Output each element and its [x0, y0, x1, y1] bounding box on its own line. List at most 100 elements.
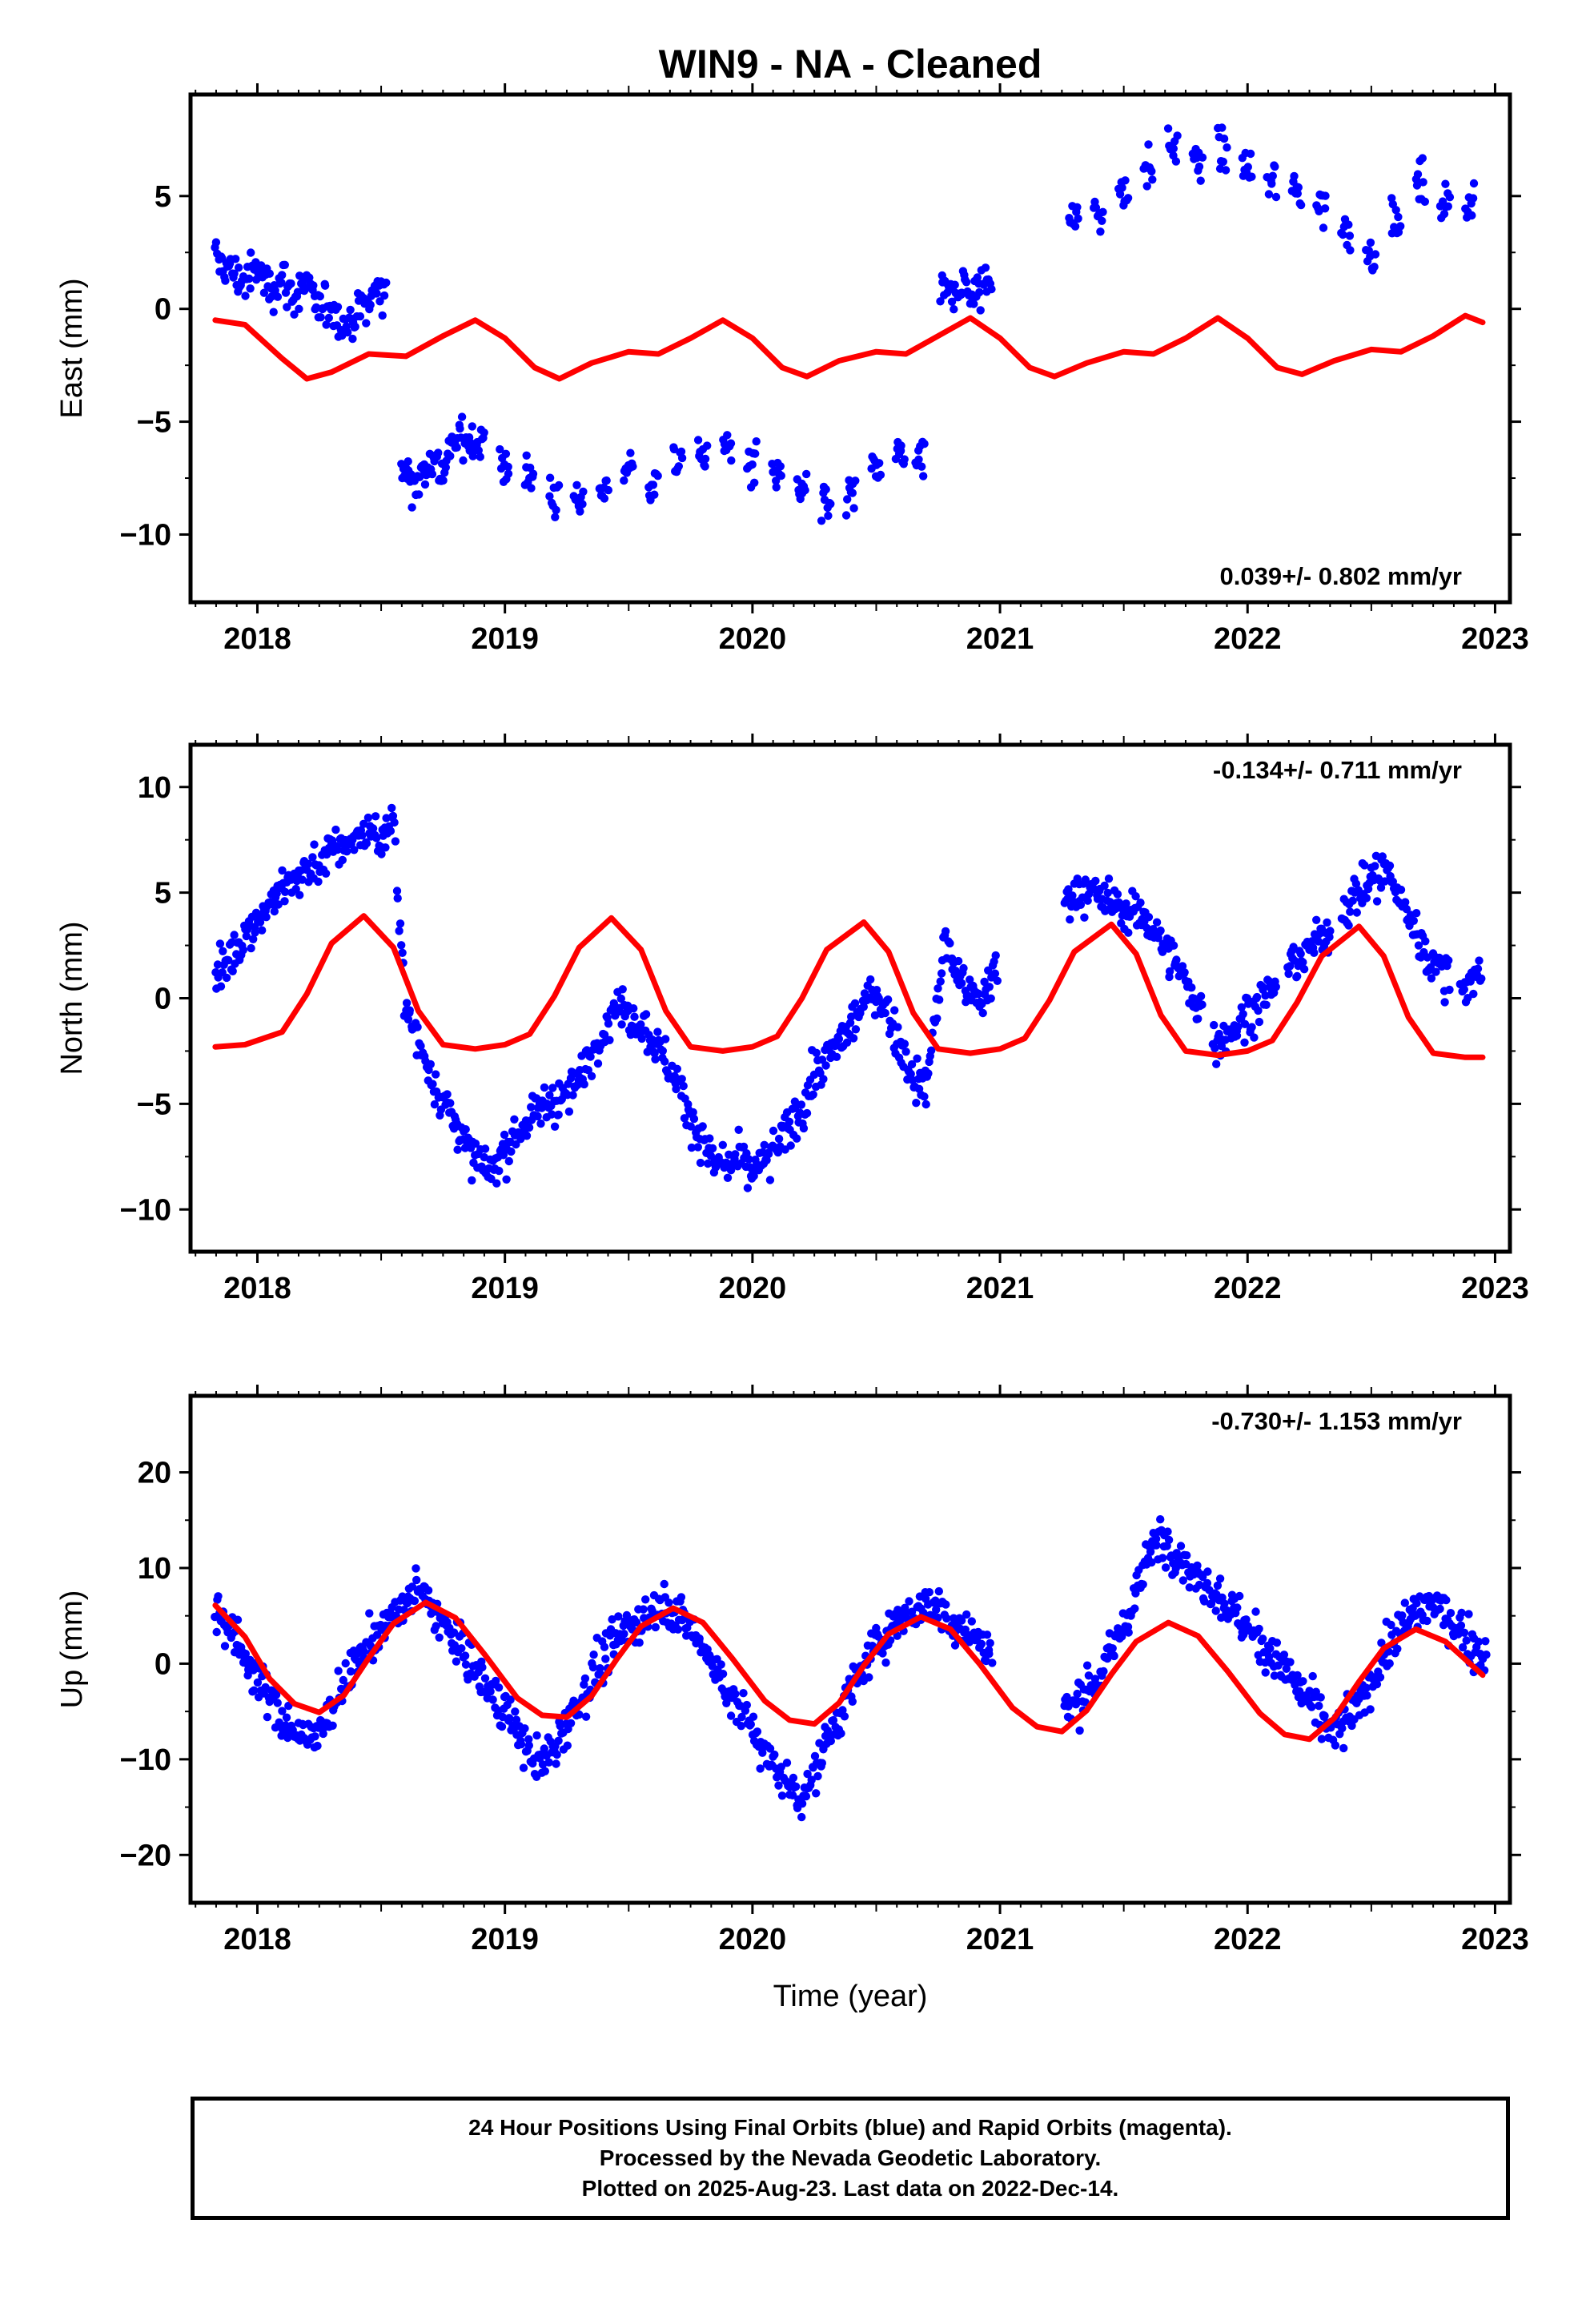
data-point: [524, 1735, 533, 1743]
data-point: [368, 824, 378, 833]
data-point: [1158, 1554, 1167, 1562]
data-point: [851, 476, 860, 485]
data-point: [362, 838, 371, 848]
data-point: [1296, 949, 1305, 959]
y-tick-label: 5: [155, 877, 171, 911]
data-point: [1366, 238, 1375, 247]
data-point: [430, 1100, 440, 1109]
data-point: [772, 476, 781, 485]
data-point: [1211, 1043, 1219, 1053]
data-point: [321, 869, 331, 879]
data-point: [1110, 1651, 1118, 1661]
data-point: [665, 1598, 673, 1607]
data-point: [371, 812, 380, 821]
data-point: [821, 485, 830, 494]
data-point: [1156, 1515, 1165, 1524]
data-point: [1351, 879, 1361, 888]
model-curve: [212, 312, 1486, 382]
data-point: [219, 947, 227, 956]
data-point: [937, 969, 946, 978]
data-point: [1180, 968, 1189, 977]
data-point: [273, 1699, 282, 1707]
data-point: [1081, 875, 1090, 884]
data-point: [1378, 852, 1387, 861]
data-point: [1323, 918, 1331, 927]
data-point: [1261, 1668, 1270, 1677]
data-point: [1293, 189, 1303, 198]
data-point: [1172, 955, 1181, 964]
data-point: [528, 469, 538, 478]
data-point: [967, 1617, 977, 1626]
data-point: [563, 1741, 572, 1750]
data-point: [1156, 926, 1165, 935]
data-point: [1142, 923, 1151, 933]
data-point: [278, 1707, 287, 1715]
data-point: [1096, 227, 1105, 236]
data-point: [435, 1633, 444, 1642]
data-point: [1122, 899, 1130, 908]
y-axis-up: 20 10 0 −10 −20: [120, 1457, 1521, 1872]
data-point: [1199, 1572, 1207, 1582]
data-point: [522, 451, 531, 460]
data-point: [872, 986, 881, 995]
data-point: [985, 1650, 994, 1659]
data-point: [1240, 1038, 1249, 1047]
data-point: [718, 1140, 727, 1150]
data-point: [920, 440, 929, 448]
data-point: [446, 1099, 455, 1108]
data-point: [743, 1184, 753, 1192]
data-point: [588, 1663, 598, 1672]
data-point: [1468, 211, 1476, 220]
data-point: [1198, 153, 1207, 162]
x-tick-label: 2021: [966, 622, 1034, 656]
data-point: [810, 1751, 820, 1761]
data-point: [829, 1715, 838, 1725]
data-point: [890, 1006, 899, 1015]
data-point: [1385, 1659, 1394, 1668]
data-point: [1371, 862, 1379, 870]
data-point: [278, 271, 287, 279]
plot-area-north: [211, 803, 1486, 1192]
data-point: [1076, 900, 1086, 910]
data-point: [737, 1722, 745, 1731]
data-point: [314, 877, 323, 887]
data-point: [1163, 1527, 1172, 1536]
data-point: [1099, 1667, 1108, 1676]
data-point: [1266, 1644, 1275, 1653]
data-point: [727, 456, 736, 465]
data-point: [807, 1775, 816, 1784]
data-point: [410, 1596, 420, 1606]
data-point: [1282, 1664, 1291, 1673]
data-point: [701, 454, 710, 464]
data-point: [1100, 881, 1109, 891]
data-point: [1212, 1059, 1221, 1068]
data-point: [1409, 916, 1419, 926]
data-point: [677, 1593, 686, 1602]
data-point: [527, 1103, 536, 1112]
data-point: [1445, 985, 1454, 995]
data-point: [343, 847, 351, 856]
data-point: [1346, 907, 1355, 916]
data-point: [214, 1592, 223, 1601]
y-tick-label: −10: [120, 1193, 171, 1227]
data-point: [578, 500, 587, 509]
data-point: [497, 1722, 507, 1731]
data-point: [974, 989, 983, 999]
data-point: [461, 1125, 470, 1134]
data-point: [774, 1781, 783, 1790]
data-point: [834, 1035, 844, 1043]
data-point: [1113, 890, 1122, 899]
data-point: [912, 1099, 921, 1108]
data-point: [250, 1686, 259, 1695]
data-point: [1221, 166, 1231, 175]
data-point: [817, 517, 826, 525]
data-point: [580, 1674, 590, 1683]
data-point: [786, 1141, 795, 1150]
data-point: [1360, 861, 1369, 870]
data-point: [1289, 943, 1298, 951]
data-point: [660, 1057, 669, 1066]
data-point: [230, 269, 239, 278]
data-point: [1124, 1628, 1133, 1637]
data-point: [320, 281, 330, 290]
data-point: [1082, 1661, 1092, 1670]
